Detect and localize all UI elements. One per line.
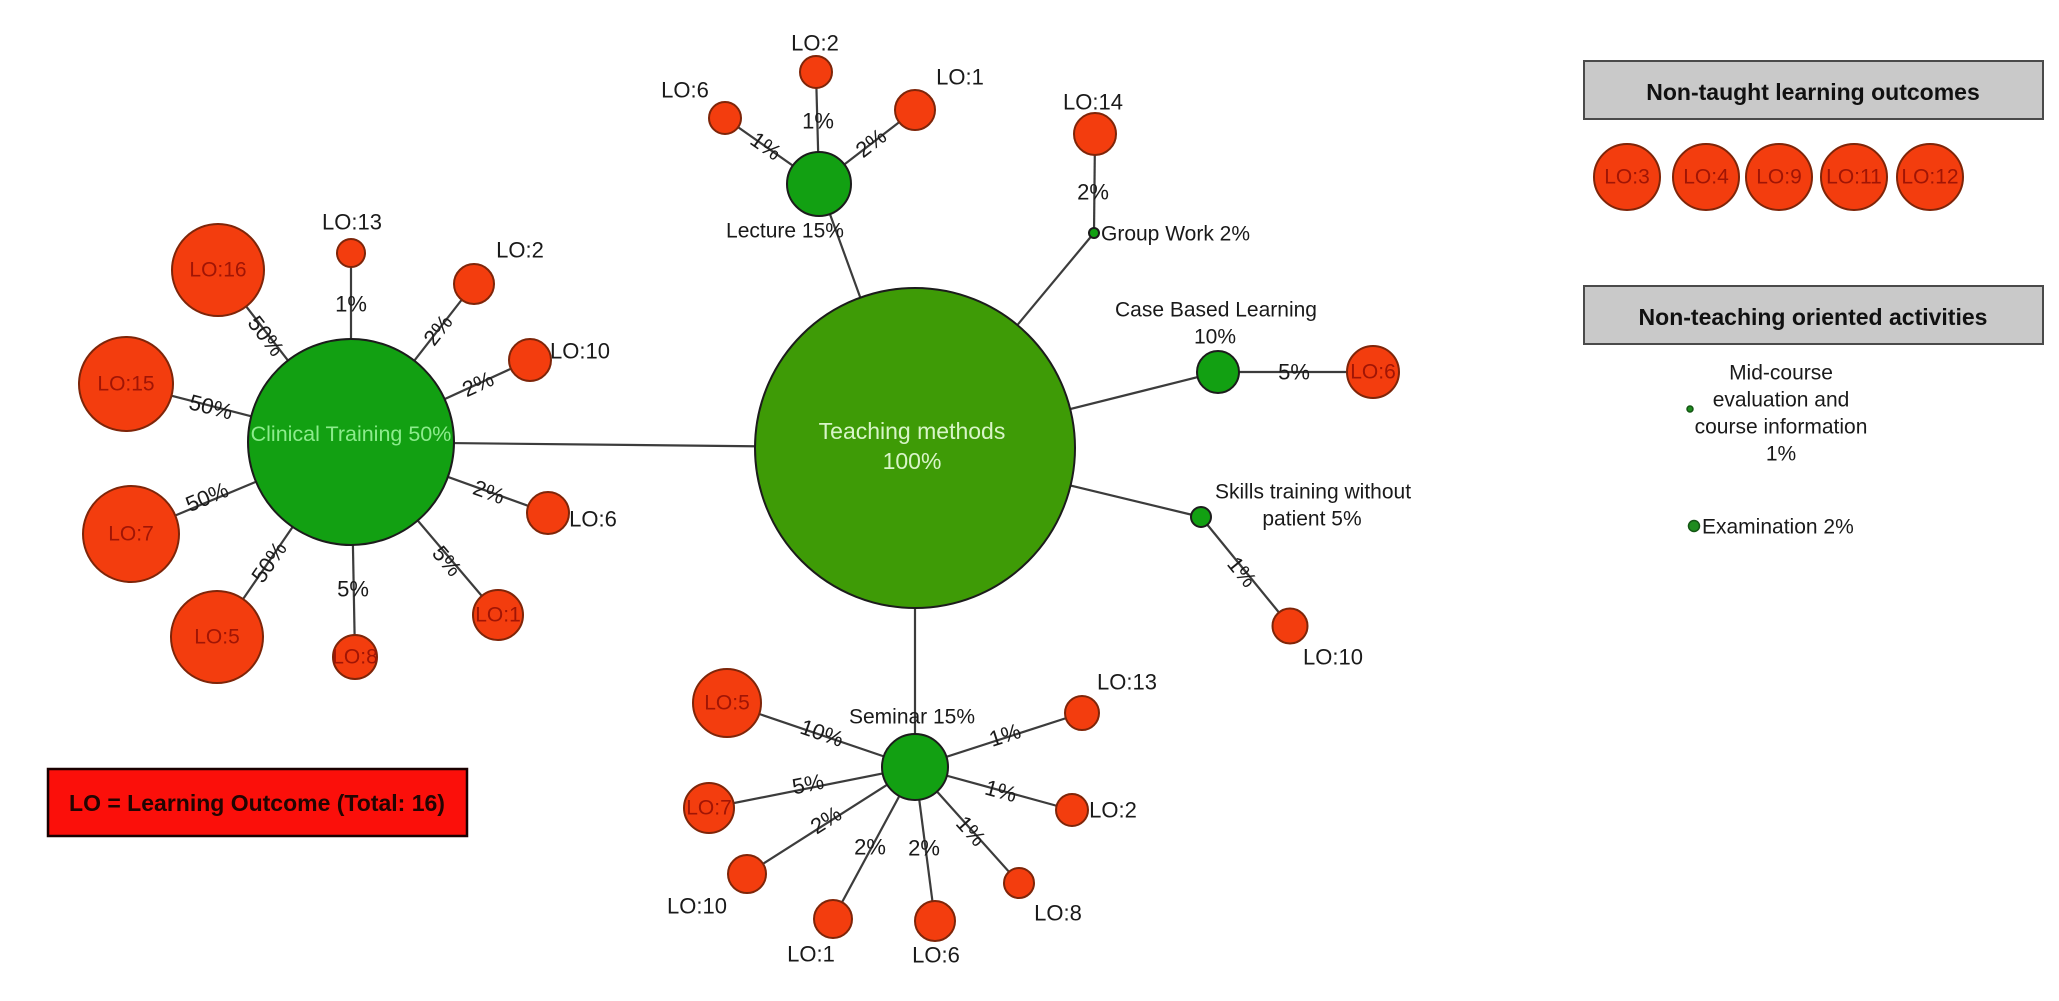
svg-text:1%: 1% [1766,443,1796,466]
svg-text:LO:6: LO:6 [912,943,960,968]
svg-text:course information: course information [1695,416,1868,439]
svg-text:1%: 1% [335,292,367,317]
svg-text:Group Work 2%: Group Work 2% [1101,223,1250,246]
svg-text:Non-taught learning outcomes: Non-taught learning outcomes [1646,79,1980,105]
svg-text:LO:14: LO:14 [1063,90,1123,115]
svg-text:2%: 2% [908,836,940,861]
svg-text:2%: 2% [1077,180,1109,205]
svg-text:Mid-course: Mid-course [1729,362,1833,385]
svg-text:10%: 10% [1194,326,1236,349]
svg-text:LO:16: LO:16 [189,259,246,282]
svg-text:LO:15: LO:15 [97,373,154,396]
svg-text:LO:7: LO:7 [108,523,154,546]
svg-text:Skills training without: Skills training without [1215,481,1411,504]
svg-text:Examination 2%: Examination 2% [1702,516,1854,539]
svg-text:LO:8: LO:8 [1034,901,1082,926]
svg-text:LO:3: LO:3 [1604,166,1650,189]
svg-text:LO:12: LO:12 [1901,166,1958,189]
svg-text:Seminar 15%: Seminar 15% [849,706,975,729]
svg-text:LO:9: LO:9 [1756,166,1802,189]
svg-text:Teaching methods: Teaching methods [819,418,1006,444]
svg-text:LO:1: LO:1 [475,604,521,627]
svg-text:LO:13: LO:13 [322,210,382,235]
svg-text:LO:4: LO:4 [1683,166,1729,189]
svg-text:LO:13: LO:13 [1097,670,1157,695]
svg-text:LO:8: LO:8 [332,646,378,669]
svg-text:Clinical Training 50%: Clinical Training 50% [251,422,452,446]
svg-text:LO:10: LO:10 [550,339,610,364]
svg-text:LO:11: LO:11 [1826,166,1882,189]
svg-text:LO:10: LO:10 [1303,645,1363,670]
svg-text:LO:2: LO:2 [1089,798,1137,823]
svg-text:LO:7: LO:7 [686,797,732,820]
svg-text:LO:5: LO:5 [704,692,750,715]
svg-text:LO:1: LO:1 [787,942,835,967]
svg-text:LO:10: LO:10 [667,894,727,919]
svg-text:LO:5: LO:5 [194,626,240,649]
svg-text:5%: 5% [1278,360,1310,385]
svg-text:2%: 2% [854,835,886,860]
svg-text:LO:1: LO:1 [936,65,984,90]
svg-text:Non-teaching oriented activiti: Non-teaching oriented activities [1639,304,1988,330]
svg-text:5%: 5% [337,577,369,602]
svg-text:Case Based Learning: Case Based Learning [1115,299,1317,322]
svg-text:LO:6: LO:6 [661,78,709,103]
svg-text:LO:6: LO:6 [569,507,617,532]
svg-text:patient 5%: patient 5% [1262,508,1361,531]
svg-text:LO:6: LO:6 [1350,361,1396,384]
svg-text:LO:2: LO:2 [496,238,544,263]
svg-text:LO = Learning Outcome (Total:: LO = Learning Outcome (Total: 16) [69,790,445,816]
svg-text:100%: 100% [883,448,942,474]
svg-text:5%: 5% [790,769,826,800]
svg-text:LO:2: LO:2 [791,31,839,56]
svg-text:Lecture 15%: Lecture 15% [726,220,844,243]
svg-text:1%: 1% [802,109,834,134]
svg-text:evaluation and: evaluation and [1713,389,1850,412]
